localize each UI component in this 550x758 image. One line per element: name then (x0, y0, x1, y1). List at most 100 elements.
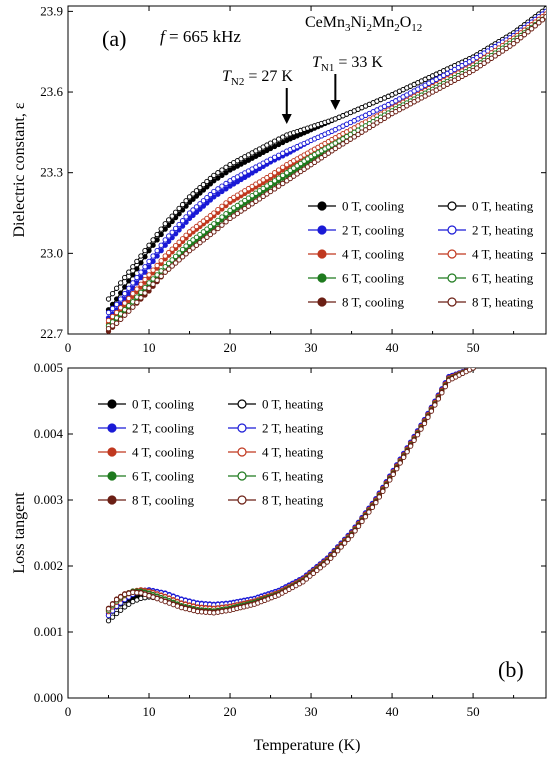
data-point (355, 131, 361, 138)
data-point (211, 188, 217, 195)
y-tick-label: 0.005 (34, 360, 63, 375)
data-point (158, 258, 164, 264)
data-point (169, 246, 175, 252)
data-point (166, 249, 172, 256)
data-point (190, 237, 196, 243)
legend-marker (317, 273, 327, 283)
y-tick-label: 0.001 (34, 624, 63, 639)
data-point (162, 253, 168, 259)
legend-entry: 0 T, heating (472, 199, 534, 214)
data-point (267, 180, 274, 187)
data-point (219, 222, 225, 228)
data-point (238, 208, 244, 214)
data-point (150, 237, 156, 243)
data-point (166, 260, 172, 266)
data-point (336, 143, 342, 149)
data-point (280, 172, 286, 179)
data-point (231, 181, 237, 187)
data-point (223, 200, 229, 206)
legend-marker (447, 297, 457, 307)
plot-area (105, 368, 476, 624)
data-point (271, 178, 278, 184)
data-point (176, 250, 182, 256)
data-point (138, 295, 144, 301)
data-point (176, 221, 182, 228)
data-point (118, 316, 124, 322)
data-point (193, 204, 200, 210)
data-point (532, 23, 538, 29)
data-point (407, 443, 414, 449)
data-point (355, 523, 362, 529)
data-point (256, 196, 263, 202)
x-tick-label: 0 (65, 704, 72, 719)
x-tick-label: 40 (386, 704, 399, 719)
data-point (376, 494, 382, 500)
panel-b: 0 10 20 30 40 50 0.000 0.001 0.002 0.003 0.004 0.00… (11, 360, 547, 754)
data-point (271, 143, 278, 150)
legend-marker (237, 423, 247, 433)
data-point (169, 257, 175, 263)
legend-marker (317, 201, 327, 211)
data-point (414, 432, 421, 438)
data-point (275, 167, 282, 173)
data-point (219, 172, 225, 179)
data-point (347, 136, 354, 142)
data-point (264, 191, 270, 197)
data-point (122, 300, 128, 306)
data-point (176, 257, 182, 263)
data-point (109, 601, 116, 607)
data-point (146, 242, 152, 248)
data-point (477, 62, 484, 69)
data-point (260, 177, 266, 183)
data-point (373, 499, 379, 506)
data-point (303, 576, 310, 582)
x-tick-label: 40 (386, 340, 399, 355)
data-point (172, 260, 179, 266)
data-point (142, 290, 148, 296)
data-point (280, 180, 286, 187)
legend-entry: 0 T, cooling (342, 199, 404, 214)
data-point (190, 207, 196, 213)
data-point (242, 188, 248, 194)
data-point (227, 215, 233, 222)
data-point (503, 45, 509, 52)
data-point (219, 188, 225, 195)
panel-label: (b) (498, 657, 524, 682)
data-point (109, 323, 116, 329)
data-point (204, 234, 210, 240)
data-point (275, 175, 282, 181)
data-point (134, 274, 140, 281)
data-point (264, 183, 270, 189)
legend-marker (107, 471, 117, 481)
data-point (190, 226, 196, 232)
data-point (126, 269, 132, 275)
data-point (183, 251, 189, 257)
data-point (179, 246, 186, 253)
data-point (197, 185, 203, 191)
series-8-t-heating (105, 14, 546, 332)
legend-marker (447, 201, 457, 211)
data-point (207, 231, 214, 238)
data-point (514, 38, 520, 44)
data-point (256, 188, 263, 194)
data-point (130, 304, 136, 310)
data-point (510, 40, 517, 47)
legend-marker (107, 399, 117, 409)
data-point (215, 207, 221, 213)
data-point (314, 567, 320, 574)
data-point (142, 264, 148, 270)
data-point (223, 211, 229, 217)
data-point (521, 32, 528, 38)
data-point (477, 52, 484, 59)
data-point (122, 312, 128, 318)
transition-label-n2: TN2 = 27 K (222, 68, 293, 88)
y-tick-label: 23.9 (40, 3, 63, 18)
data-point (105, 296, 112, 302)
data-point (525, 29, 531, 35)
data-point (338, 544, 344, 550)
data-point (118, 296, 124, 302)
data-point (190, 245, 196, 251)
data-point (186, 229, 193, 235)
plot-area (105, 6, 546, 334)
data-point (481, 60, 487, 66)
